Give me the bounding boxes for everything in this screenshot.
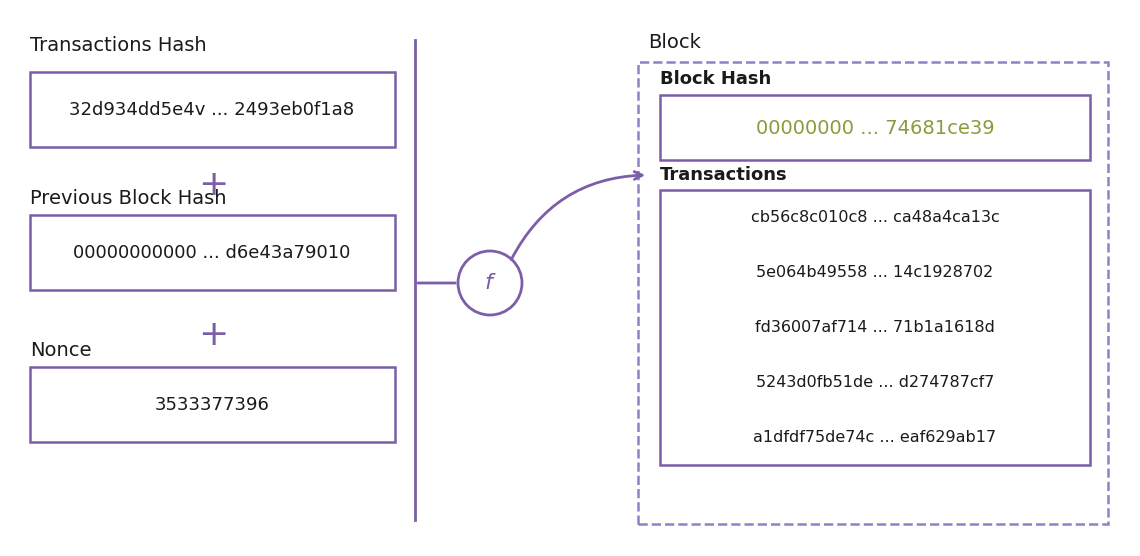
Text: 32d934dd5e4v ... 2493eb0f1a8: 32d934dd5e4v ... 2493eb0f1a8 xyxy=(70,101,355,119)
Text: 00000000000 ... d6e43a79010: 00000000000 ... d6e43a79010 xyxy=(73,244,351,262)
Text: cb56c8c010c8 ... ca48a4ca13c: cb56c8c010c8 ... ca48a4ca13c xyxy=(750,210,1000,225)
Text: +: + xyxy=(198,168,228,202)
FancyBboxPatch shape xyxy=(30,72,394,147)
FancyBboxPatch shape xyxy=(638,62,1108,524)
Text: Transactions: Transactions xyxy=(660,166,788,184)
FancyArrowPatch shape xyxy=(511,172,642,260)
Text: Previous Block Hash: Previous Block Hash xyxy=(30,189,227,208)
FancyBboxPatch shape xyxy=(660,95,1090,160)
Text: Block: Block xyxy=(648,33,701,52)
Text: Nonce: Nonce xyxy=(30,341,91,360)
Text: fd36007af714 ... 71b1a1618d: fd36007af714 ... 71b1a1618d xyxy=(755,320,995,335)
Text: 3533377396: 3533377396 xyxy=(155,396,269,414)
Text: 5243d0fb51de ... d274787cf7: 5243d0fb51de ... d274787cf7 xyxy=(756,375,994,390)
Text: 00000000 ... 74681ce39: 00000000 ... 74681ce39 xyxy=(756,118,994,137)
FancyBboxPatch shape xyxy=(660,190,1090,465)
FancyBboxPatch shape xyxy=(30,367,394,442)
Text: Block Hash: Block Hash xyxy=(660,70,772,88)
Text: 5e064b49558 ... 14c1928702: 5e064b49558 ... 14c1928702 xyxy=(756,265,994,280)
Text: $f$: $f$ xyxy=(483,272,496,294)
Text: +: + xyxy=(198,318,228,352)
FancyBboxPatch shape xyxy=(30,215,394,290)
Text: Transactions Hash: Transactions Hash xyxy=(30,36,206,55)
Text: a1dfdf75de74c ... eaf629ab17: a1dfdf75de74c ... eaf629ab17 xyxy=(754,430,996,445)
